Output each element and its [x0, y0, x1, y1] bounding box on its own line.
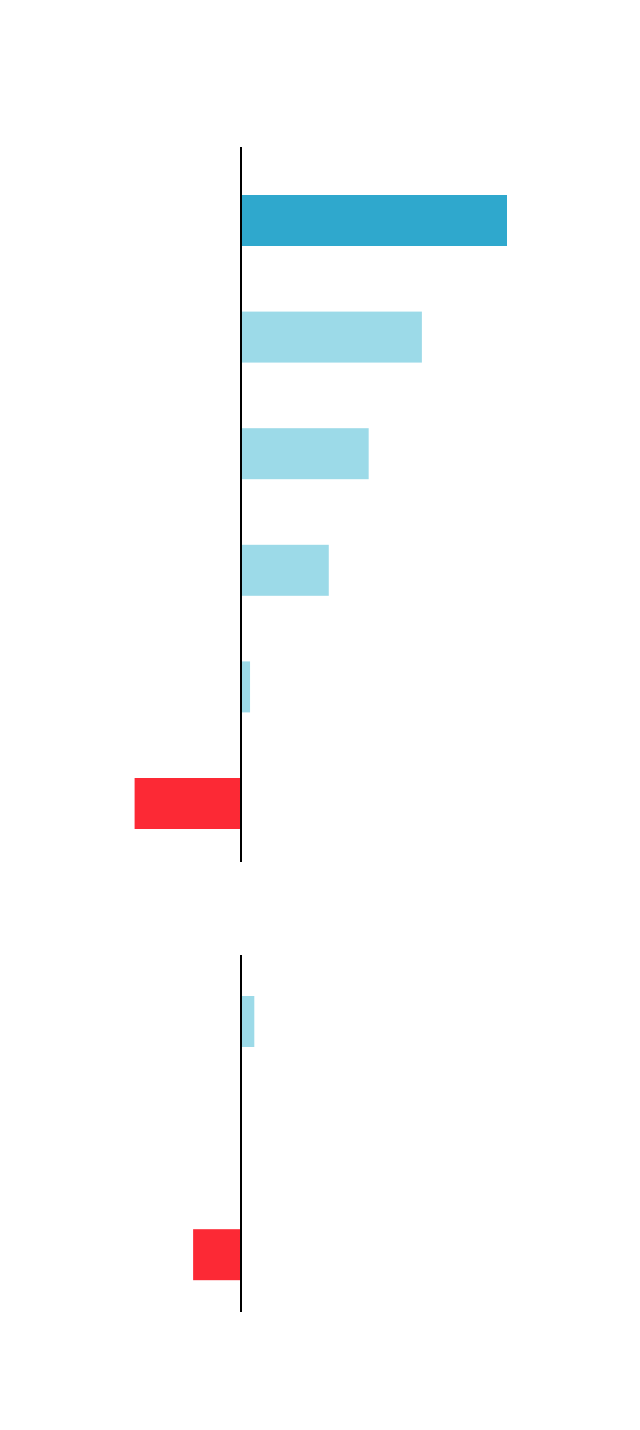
bar-1-2	[241, 311, 422, 363]
bar-1-1	[241, 195, 507, 246]
bar-2-3	[193, 1229, 241, 1281]
bar-1-4	[241, 544, 329, 596]
chart-panel-1	[134, 147, 507, 862]
bar-1-5	[241, 661, 251, 713]
bar-2-1	[241, 996, 255, 1047]
bar-1-6	[134, 778, 241, 829]
chart-panel-2	[193, 955, 255, 1312]
bar-1-3	[241, 428, 369, 480]
